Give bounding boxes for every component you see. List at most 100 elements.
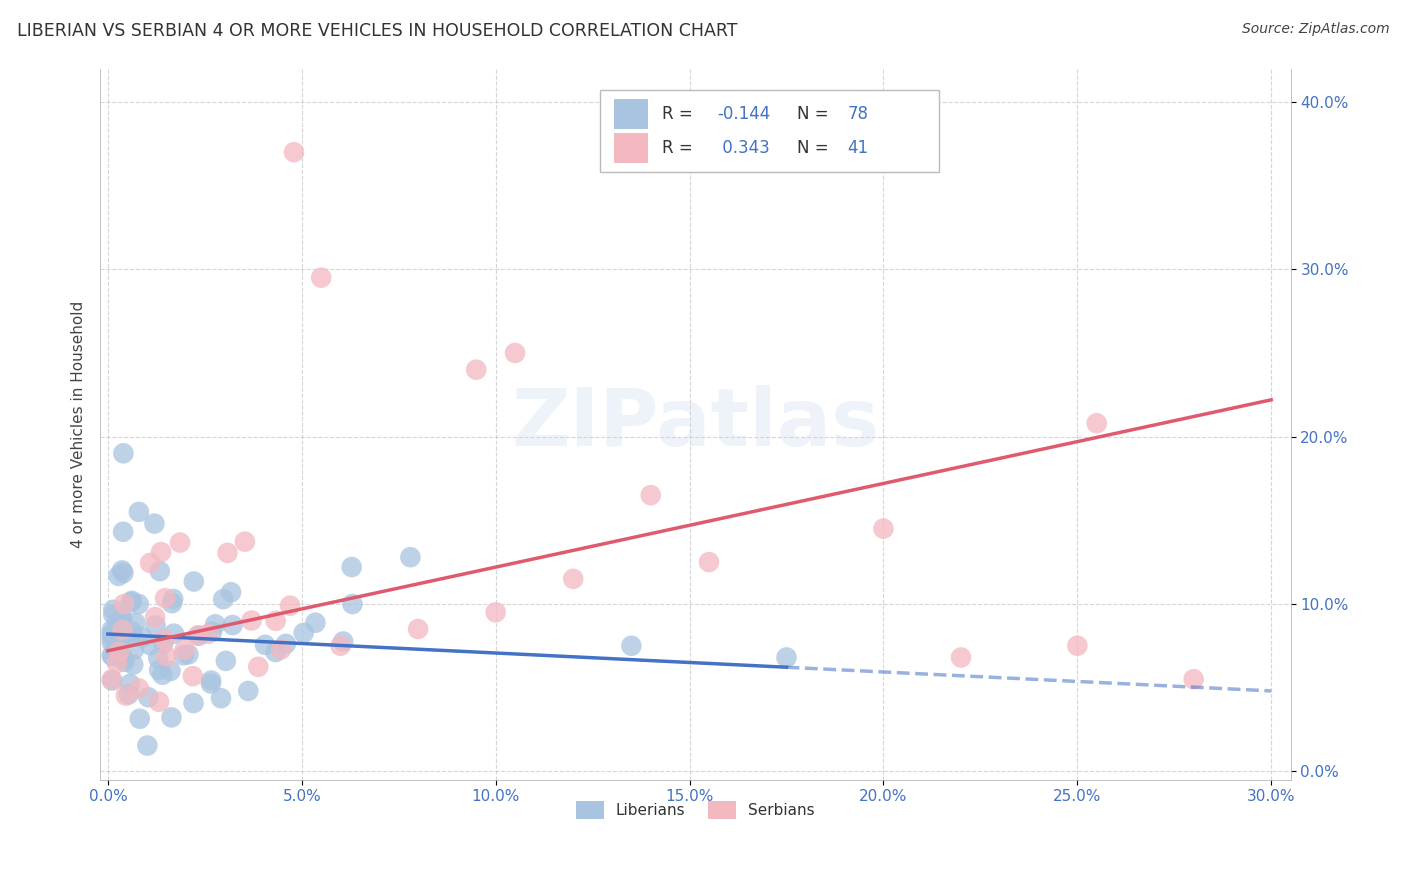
- Point: [270, 642, 292, 657]
- Text: R =: R =: [662, 139, 697, 157]
- Point: [103, 603, 125, 617]
- Point: [183, 696, 205, 710]
- Point: [304, 615, 326, 630]
- Point: [204, 617, 226, 632]
- Point: [100, 630, 122, 644]
- Point: [278, 599, 301, 613]
- Point: [503, 346, 526, 360]
- Point: [399, 550, 422, 565]
- Point: [128, 712, 150, 726]
- Point: [114, 689, 136, 703]
- Point: [138, 690, 160, 705]
- Point: [148, 663, 170, 677]
- Point: [105, 656, 128, 670]
- Point: [149, 564, 172, 578]
- Point: [112, 651, 135, 665]
- Point: [143, 610, 166, 624]
- Text: N =: N =: [797, 105, 834, 123]
- FancyBboxPatch shape: [600, 90, 939, 171]
- Point: [163, 626, 186, 640]
- Point: [153, 591, 176, 606]
- Point: [254, 638, 277, 652]
- Point: [128, 681, 150, 696]
- Point: [200, 676, 222, 690]
- Point: [145, 618, 167, 632]
- Y-axis label: 4 or more Vehicles in Household: 4 or more Vehicles in Household: [72, 301, 86, 548]
- Point: [131, 630, 153, 644]
- Point: [128, 597, 150, 611]
- Point: [238, 684, 260, 698]
- Point: [108, 645, 131, 659]
- Point: [100, 648, 122, 663]
- Point: [562, 572, 585, 586]
- Point: [107, 640, 129, 654]
- Point: [112, 597, 135, 611]
- Point: [406, 622, 429, 636]
- Point: [139, 638, 162, 652]
- Point: [197, 627, 219, 641]
- Point: [103, 607, 125, 622]
- Point: [112, 446, 135, 460]
- Point: [148, 651, 170, 665]
- Point: [120, 595, 142, 609]
- Point: [292, 625, 315, 640]
- Point: [122, 657, 145, 672]
- Point: [107, 569, 129, 583]
- Point: [108, 635, 131, 649]
- Point: [100, 627, 122, 641]
- Point: [169, 535, 191, 549]
- Point: [640, 488, 662, 502]
- Point: [332, 634, 354, 648]
- Point: [1066, 639, 1088, 653]
- Point: [183, 574, 205, 589]
- Point: [872, 522, 894, 536]
- Point: [283, 145, 305, 160]
- Point: [212, 592, 235, 607]
- Point: [111, 611, 134, 625]
- Point: [122, 630, 145, 644]
- Point: [465, 362, 488, 376]
- Point: [485, 605, 508, 619]
- Point: [221, 618, 243, 632]
- Point: [101, 649, 124, 664]
- Point: [200, 673, 222, 688]
- Point: [121, 594, 143, 608]
- Point: [1085, 416, 1108, 430]
- Point: [775, 650, 797, 665]
- Point: [143, 516, 166, 531]
- Point: [162, 591, 184, 606]
- Point: [274, 637, 297, 651]
- Text: LIBERIAN VS SERBIAN 4 OR MORE VEHICLES IN HOUSEHOLD CORRELATION CHART: LIBERIAN VS SERBIAN 4 OR MORE VEHICLES I…: [17, 22, 737, 40]
- Point: [114, 655, 136, 669]
- Point: [188, 629, 211, 643]
- Point: [152, 667, 174, 681]
- FancyBboxPatch shape: [614, 133, 648, 163]
- Point: [155, 649, 177, 664]
- Legend: Liberians, Serbians: Liberians, Serbians: [569, 795, 821, 825]
- Point: [309, 270, 332, 285]
- Point: [100, 673, 122, 687]
- Point: [160, 710, 183, 724]
- Point: [1182, 672, 1205, 686]
- Text: 0.343: 0.343: [717, 139, 769, 157]
- Point: [111, 623, 134, 637]
- Point: [159, 664, 181, 678]
- Point: [100, 635, 122, 649]
- Point: [111, 563, 134, 577]
- Point: [136, 739, 159, 753]
- Point: [247, 660, 270, 674]
- Text: N =: N =: [797, 139, 834, 157]
- Point: [160, 596, 183, 610]
- Point: [148, 695, 170, 709]
- Point: [209, 691, 232, 706]
- Point: [173, 648, 195, 663]
- Point: [181, 669, 204, 683]
- Point: [150, 545, 173, 559]
- Point: [177, 648, 200, 662]
- Point: [121, 624, 143, 639]
- Point: [152, 636, 174, 650]
- Text: ZIPatlas: ZIPatlas: [512, 385, 880, 463]
- Point: [215, 654, 238, 668]
- Point: [697, 555, 720, 569]
- Point: [201, 624, 224, 639]
